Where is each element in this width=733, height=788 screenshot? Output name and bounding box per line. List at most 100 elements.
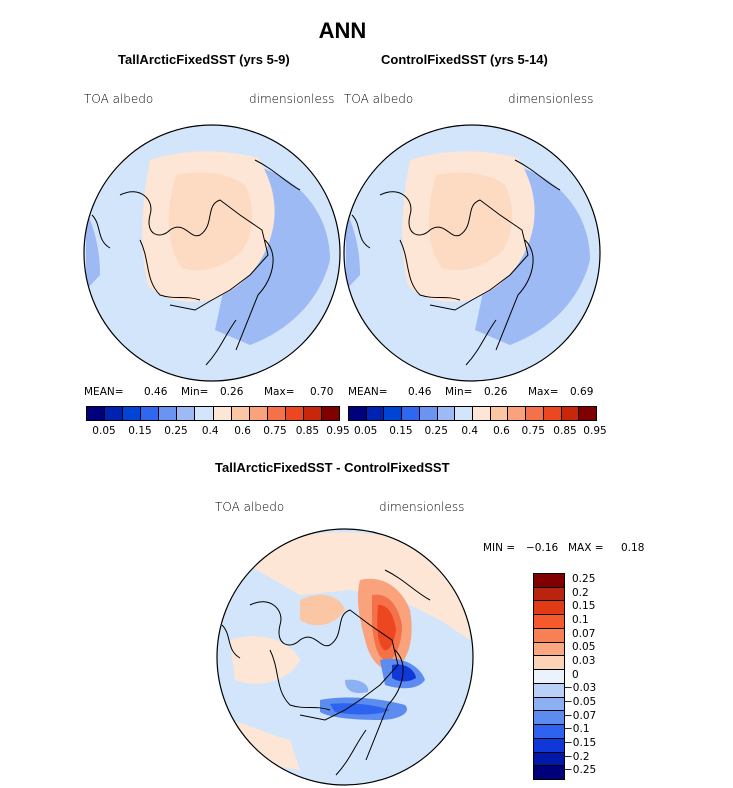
difference-legend-labels: 0.25 0.2 0.15 0.1 0.07 0.05 0.03 0 −0.03 −0.05 −0.…: [564, 572, 618, 778]
colorbar-tick-label: 0.6: [234, 425, 251, 437]
colorbar-swatch: [436, 407, 455, 420]
colorbar-tick-label: 0.95: [326, 425, 350, 437]
legend-swatch: [534, 600, 564, 615]
colorbar-swatch: [472, 407, 490, 420]
difference-title: TallArcticFixedSST - ControlFixedSST: [215, 460, 450, 475]
left-mean-value: 0.46: [144, 386, 168, 398]
left-polar-map: [83, 124, 341, 382]
left-panel-title: TallArcticFixedSST (yrs 5-9): [118, 52, 290, 67]
colorbar-swatch: [230, 407, 249, 420]
legend-tick-label: 0.2: [572, 586, 589, 599]
legend-swatch: [534, 765, 564, 780]
colorbar-tick-label: 0.25: [424, 425, 448, 437]
colorbar-tick-label: 0.05: [353, 425, 378, 437]
colorbar-tick-label: 0.15: [128, 425, 152, 437]
legend-tick-label: 0.05: [572, 641, 596, 654]
difference-max-label: MAX =: [568, 542, 604, 554]
right-max-label: Max=: [528, 386, 559, 398]
legend-swatch: [534, 641, 564, 656]
right-variable-label: TOA albedo: [344, 92, 414, 106]
right-max-value: 0.69: [570, 386, 594, 398]
colorbar-swatch: [122, 407, 141, 420]
colorbar-swatch: [560, 407, 579, 420]
right-mean-label: MEAN=: [348, 386, 388, 398]
legend-tick-label: −0.1: [564, 723, 590, 736]
colorbar-swatch: [383, 407, 402, 420]
legend-tick-label: 0.25: [572, 572, 596, 585]
legend-tick-label: −0.25: [564, 764, 597, 777]
legend-swatch: [534, 669, 564, 683]
legend-swatch: [534, 737, 564, 752]
colorbar-swatch: [104, 407, 123, 420]
right-min-value: 0.26: [484, 386, 508, 398]
legend-swatch: [534, 627, 564, 642]
colorbar-tick-label: 0.75: [263, 425, 287, 437]
legend-swatch: [534, 614, 564, 628]
difference-polar-map: [216, 528, 474, 786]
colorbar-swatch: [248, 407, 267, 420]
left-min-label: Min=: [181, 386, 209, 398]
difference-variable-label: TOA albedo: [215, 500, 285, 514]
legend-tick-label: 0.07: [572, 627, 596, 640]
right-units-label: dimensionless: [508, 92, 594, 106]
right-colorbar-labels: 0.05 0.15 0.25 0.4 0.6 0.75 0.85 0.95: [348, 425, 607, 439]
colorbar-swatch: [401, 407, 419, 420]
legend-tick-label: −0.03: [564, 682, 597, 695]
colorbar-tick-label: 0.85: [295, 425, 320, 437]
left-mean-label: MEAN=: [84, 386, 124, 398]
colorbar-swatch: [454, 407, 473, 420]
colorbar-swatch: [365, 407, 384, 420]
legend-swatch: [534, 682, 564, 697]
right-polar-map: [343, 124, 601, 382]
left-colorbar-labels: 0.05 0.15 0.25 0.4 0.6 0.75 0.85 0.95: [86, 425, 349, 439]
legend-tick-label: 0.15: [572, 600, 596, 613]
legend-swatch: [534, 574, 564, 587]
colorbar-tick-label: 0.6: [493, 425, 510, 437]
left-max-value: 0.70: [310, 386, 334, 398]
legend-tick-label: −0.2: [564, 750, 590, 763]
colorbar-tick-label: 0.85: [553, 425, 577, 437]
legend-tick-label: 0.03: [572, 654, 596, 667]
right-mean-value: 0.46: [408, 386, 432, 398]
colorbar-swatch: [542, 407, 561, 420]
legend-swatch: [534, 724, 564, 738]
right-colorbar: [348, 406, 597, 421]
legend-tick-label: −0.07: [564, 709, 597, 722]
legend-swatch: [534, 655, 564, 670]
colorbar-swatch: [212, 407, 231, 420]
colorbar-swatch: [507, 407, 526, 420]
colorbar-swatch: [525, 407, 543, 420]
legend-swatch: [534, 696, 564, 711]
legend-swatch: [534, 586, 564, 601]
colorbar-swatch: [158, 407, 177, 420]
colorbar-swatch: [140, 407, 159, 420]
difference-max-value: 0.18: [621, 542, 645, 554]
left-min-value: 0.26: [220, 386, 244, 398]
colorbar-tick-label: 0.4: [201, 425, 219, 437]
colorbar-swatch: [578, 407, 597, 420]
colorbar-swatch: [194, 407, 213, 420]
left-units-label: dimensionless: [249, 92, 335, 106]
difference-min-value: −0.16: [526, 542, 559, 554]
difference-legend: [533, 573, 565, 780]
colorbar-swatch: [284, 407, 303, 420]
colorbar-swatch: [266, 407, 285, 420]
legend-swatch: [534, 751, 564, 766]
colorbar-tick-label: 0.4: [461, 425, 479, 437]
legend-tick-label: −0.15: [564, 736, 597, 749]
colorbar-tick-label: 0.15: [389, 425, 413, 437]
colorbar-tick-label: 0.75: [521, 425, 545, 437]
colorbar-swatch: [321, 407, 340, 420]
right-min-label: Min=: [445, 386, 473, 398]
colorbar-tick-label: 0.05: [92, 425, 116, 437]
difference-min-label: MIN =: [483, 542, 516, 554]
colorbar-swatch: [176, 407, 195, 420]
difference-units-label: dimensionless: [379, 500, 465, 514]
colorbar-swatch: [302, 407, 322, 420]
colorbar-swatch: [349, 407, 366, 420]
colorbar-swatch: [418, 407, 437, 420]
colorbar-swatch: [489, 407, 508, 420]
legend-tick-label: −0.05: [564, 695, 597, 708]
figure-title: ANN: [318, 18, 367, 43]
